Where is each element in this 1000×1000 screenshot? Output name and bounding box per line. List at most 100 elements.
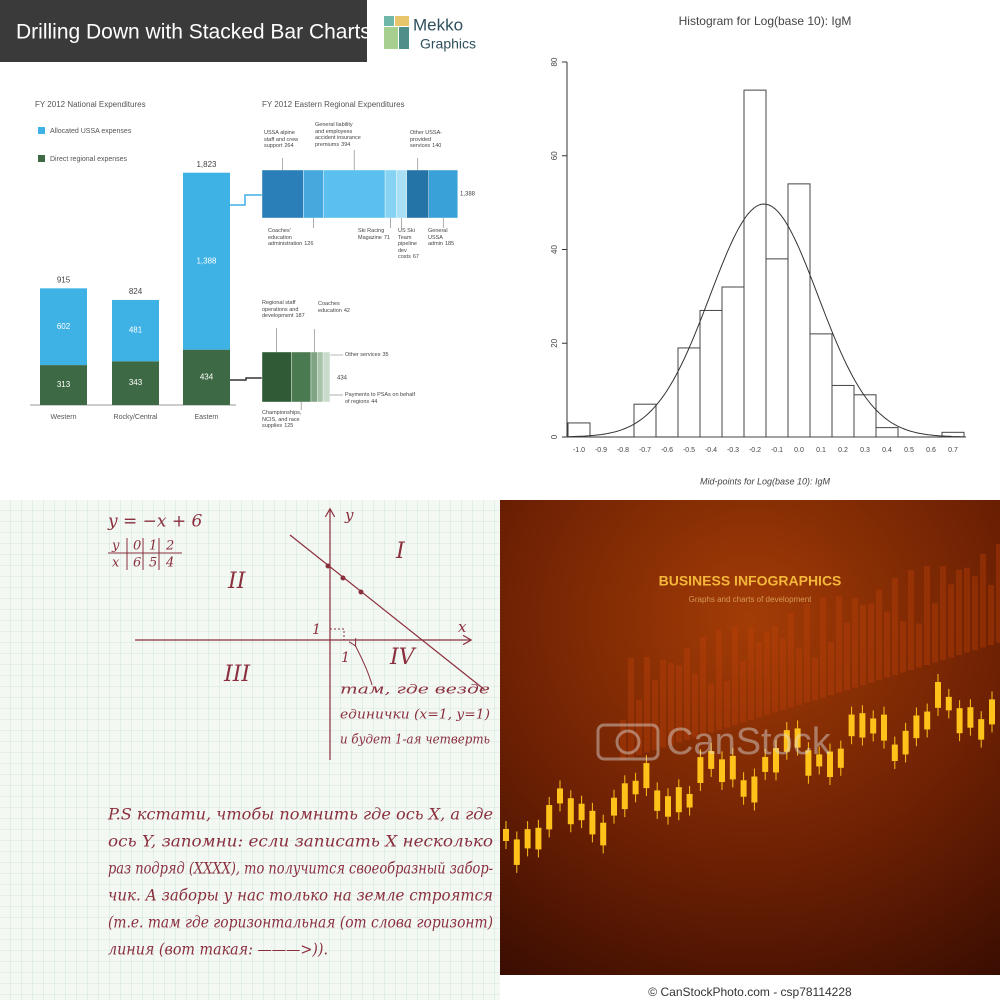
x-tick-label: 0.6 (926, 447, 936, 454)
background-candle (876, 589, 882, 680)
background-candle (780, 638, 786, 710)
credit: © CanStockPhoto.com - csp78114228 (648, 985, 852, 999)
bar-segment (183, 172, 230, 350)
background-candle (668, 663, 674, 745)
bar-segment (323, 169, 386, 219)
background-candle (676, 665, 682, 743)
x-tick-label: 0.5 (904, 447, 914, 454)
bar-segment (428, 169, 458, 219)
bar-segment (112, 361, 159, 405)
candle-body (989, 699, 995, 725)
ps-line: P.S кстати, чтобы помнить где ось X, а г… (107, 805, 493, 824)
table-cell: y (111, 539, 120, 554)
bar-segment (317, 351, 324, 403)
quadrant-label: I (395, 539, 406, 564)
bar-segment (261, 169, 304, 219)
bar-segment (396, 169, 407, 219)
banner-title: Drilling Down with Stacked Bar Charts (16, 21, 371, 44)
x-tick-label: 0.3 (860, 447, 870, 454)
background-candle (932, 603, 938, 663)
background-candle (948, 584, 954, 658)
background-candle (628, 658, 634, 758)
x-tick-label: -1.0 (573, 447, 585, 454)
camera-lens (615, 729, 641, 755)
watermark-text: CanStock (666, 721, 832, 763)
candle-body (913, 715, 920, 739)
background-candle (652, 680, 658, 750)
total-label: 915 (57, 275, 71, 284)
histogram-bar (721, 286, 745, 438)
background-candle (684, 648, 690, 740)
quadrant-label: II (227, 569, 247, 594)
bar-value-label: 434 (200, 372, 214, 381)
legend-label: Direct regional expenses (50, 156, 128, 163)
background-candle (996, 543, 1000, 643)
x-tick-label: 0.2 (838, 447, 848, 454)
axis-label: 1 (312, 622, 321, 638)
candle-body (675, 787, 682, 813)
background-candle (924, 566, 930, 665)
histogram-bar (699, 309, 723, 438)
chart-title: FY 2012 National Expenditures (35, 100, 146, 109)
candle-body (978, 719, 985, 740)
candle-body (654, 790, 661, 811)
histogram-bar (875, 427, 899, 438)
table-cell: 6 (133, 556, 141, 571)
function-line (289, 534, 486, 691)
note-line: и будет 1-ая четверть (340, 733, 490, 748)
background-candle (772, 626, 778, 713)
x-tick-label: -0.9 (595, 447, 607, 454)
histogram-bar (853, 394, 877, 438)
background-candle (940, 566, 946, 660)
background-candle (908, 570, 914, 670)
candle-body (719, 759, 725, 783)
x-tick-label: -0.2 (749, 447, 761, 454)
y-tick-label: 40 (550, 245, 559, 254)
background-candle (732, 626, 738, 725)
chart-title: FY 2012 Eastern Regional Expenditures (262, 100, 405, 109)
bar-value-label: 313 (57, 380, 71, 389)
banner-background (0, 0, 367, 62)
y-tick-label: 80 (550, 57, 559, 66)
bar-segment (261, 351, 292, 403)
candle-body (578, 803, 585, 821)
photo-title: BUSINESS INFOGRAPHICS (659, 573, 842, 589)
background-candle (700, 637, 706, 735)
x-tick-label: 0.4 (882, 447, 892, 454)
histogram-bar (831, 384, 855, 438)
background-candle (636, 699, 642, 755)
x-tick-label: -0.8 (617, 447, 629, 454)
background-candle (964, 567, 970, 653)
background-candle (804, 603, 810, 703)
candle-body (643, 763, 650, 789)
photo-subtitle: Graphs and charts of development (689, 595, 813, 604)
table-cell: 1 (149, 539, 157, 554)
x-tick-label: -0.3 (727, 447, 739, 454)
logo-name: Mekko (413, 15, 463, 34)
paper-grid (0, 500, 500, 1000)
bar-segment (291, 351, 312, 403)
background-candle (716, 630, 722, 730)
background-candle (860, 604, 866, 685)
total-label: 434 (337, 376, 348, 382)
candle-body (773, 748, 779, 773)
background-candle (764, 631, 770, 715)
candle-body (729, 755, 736, 780)
bar-segment (384, 169, 397, 219)
candle-body (881, 714, 887, 741)
x-tick-label: Western (51, 414, 77, 421)
logo-tile (384, 27, 398, 49)
candle-body (621, 783, 628, 810)
background-candle (788, 612, 794, 708)
point (325, 563, 331, 569)
background-candle (836, 596, 842, 693)
candle-body (665, 796, 671, 817)
candle-body (848, 714, 855, 737)
background-candle (820, 597, 826, 698)
note-line: единички (x=1, y=1) (340, 708, 490, 723)
logo-tile (399, 27, 409, 49)
background-candle (660, 659, 666, 748)
candle-body (557, 788, 563, 804)
candle-body (837, 748, 844, 768)
axis-label: y (344, 506, 354, 524)
